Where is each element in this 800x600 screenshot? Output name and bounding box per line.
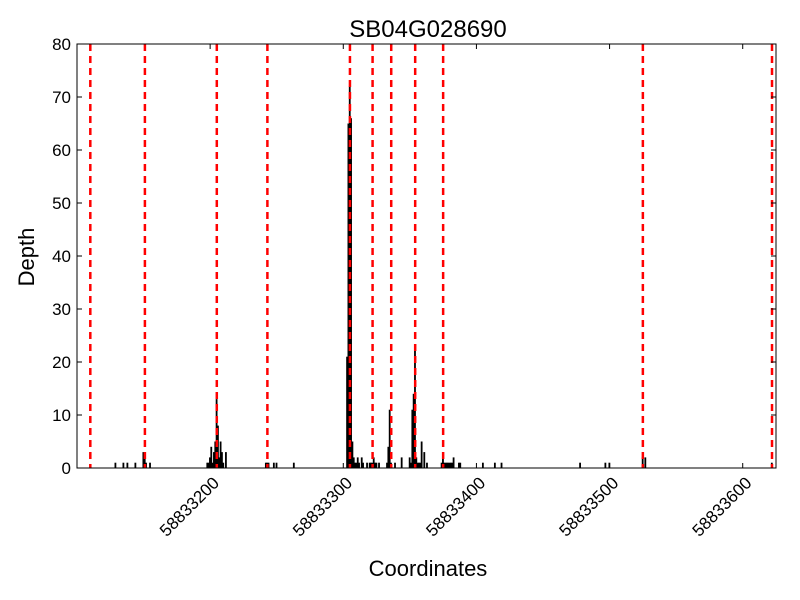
depth-bar: [370, 462, 372, 468]
y-tick-label: 60: [52, 141, 71, 160]
markers-layer: [89, 44, 774, 468]
depth-bar: [416, 462, 419, 468]
depth-bar: [481, 462, 484, 468]
depth-bar: [644, 457, 647, 468]
x-tick-label: 58833300: [289, 473, 356, 540]
depth-bar: [347, 123, 350, 468]
x-tick-label: 58833600: [689, 473, 756, 540]
depth-bar: [272, 462, 275, 468]
depth-bar: [375, 462, 378, 468]
depth-bar: [408, 457, 411, 468]
depth-bar: [143, 452, 146, 468]
depth-bar: [219, 441, 222, 468]
depth-bar: [444, 462, 447, 468]
depth-bar: [450, 462, 452, 468]
y-axis-label: Depth: [14, 228, 39, 287]
depth-bar: [394, 462, 396, 468]
depth-bar: [346, 356, 348, 468]
depth-bar: [222, 462, 225, 468]
depth-bar: [264, 462, 267, 468]
depth-bar: [442, 452, 444, 468]
depth-bar: [604, 462, 607, 468]
depth-bar: [218, 457, 221, 468]
x-tick-label: 58833400: [422, 473, 489, 540]
depth-bar: [458, 462, 460, 468]
depth-bar: [420, 441, 423, 468]
depth-bar: [126, 462, 129, 468]
depth-bar: [360, 457, 363, 468]
depth-bar: [356, 457, 359, 468]
y-tick-label: 10: [52, 406, 71, 425]
x-tick-label: 58833500: [555, 473, 622, 540]
depth-bar: [225, 452, 227, 468]
depth-bar: [366, 462, 368, 468]
x-tick-label: 58833200: [156, 473, 223, 540]
depth-bar: [493, 462, 496, 468]
depth-bar: [210, 446, 213, 468]
y-tick-label: 0: [62, 459, 71, 478]
depth-bar: [378, 462, 380, 468]
depth-bar: [355, 462, 358, 468]
depth-bar: [440, 462, 443, 468]
y-tick-label: 80: [52, 35, 71, 54]
depth-bar: [368, 462, 371, 468]
depth-bar: [418, 462, 420, 468]
depth-bar: [354, 462, 356, 468]
y-tick-label: 30: [52, 300, 71, 319]
depth-bar: [350, 118, 352, 468]
depth-bar: [500, 462, 503, 468]
depth-bar: [423, 452, 426, 468]
depth-bar: [446, 462, 448, 468]
y-tick-label: 40: [52, 247, 71, 266]
depth-bar: [134, 462, 137, 468]
depth-bar: [209, 457, 211, 468]
depth-bar: [206, 462, 209, 468]
plot-frame: [76, 43, 777, 469]
y-tick-label: 20: [52, 353, 71, 372]
depth-bar: [459, 462, 462, 468]
depth-bar: [142, 452, 145, 468]
depth-bar: [362, 462, 364, 468]
depth-bar: [214, 441, 217, 468]
depth-bar: [447, 462, 450, 468]
x-axis-label: Coordinates: [369, 556, 488, 581]
depth-bar: [211, 462, 214, 468]
depth-bar: [448, 462, 451, 468]
depth-bar: [292, 462, 295, 468]
depth-bar: [374, 462, 376, 468]
depth-bar: [415, 457, 418, 468]
depth-bar: [149, 462, 151, 468]
depth-bar: [419, 462, 422, 468]
chart-title: SB04G028690: [349, 16, 506, 43]
depth-bar: [412, 393, 415, 468]
depth-bar: [641, 457, 644, 468]
depth-bar: [372, 457, 375, 468]
depth-bar: [387, 446, 390, 468]
y-axis-ticks: 0 10 20 30 40 50 60 70 80: [52, 35, 776, 478]
x-axis-ticks: 58833200 58833300 58833400 58833500 58833600: [156, 44, 756, 540]
depth-bar: [579, 462, 581, 468]
depth-bar: [207, 462, 210, 468]
depth-bar: [388, 409, 391, 468]
depth-bar: [411, 409, 414, 468]
depth-bar: [114, 462, 117, 468]
depth-bar: [358, 462, 360, 468]
depth-bar: [221, 452, 223, 468]
depth-bar: [352, 457, 355, 468]
depth-bar: [386, 462, 388, 468]
depth-bar: [351, 441, 354, 468]
depth-bar: [400, 457, 403, 468]
depth-bar: [452, 457, 455, 468]
depth-bar: [213, 452, 215, 468]
depth-bar: [451, 462, 454, 468]
depth-bar: [410, 462, 412, 468]
depth-bar: [426, 462, 428, 468]
y-tick-label: 70: [52, 88, 71, 107]
depth-bar: [275, 462, 278, 468]
y-tick-label: 50: [52, 194, 71, 213]
depth-bar: [122, 462, 125, 468]
